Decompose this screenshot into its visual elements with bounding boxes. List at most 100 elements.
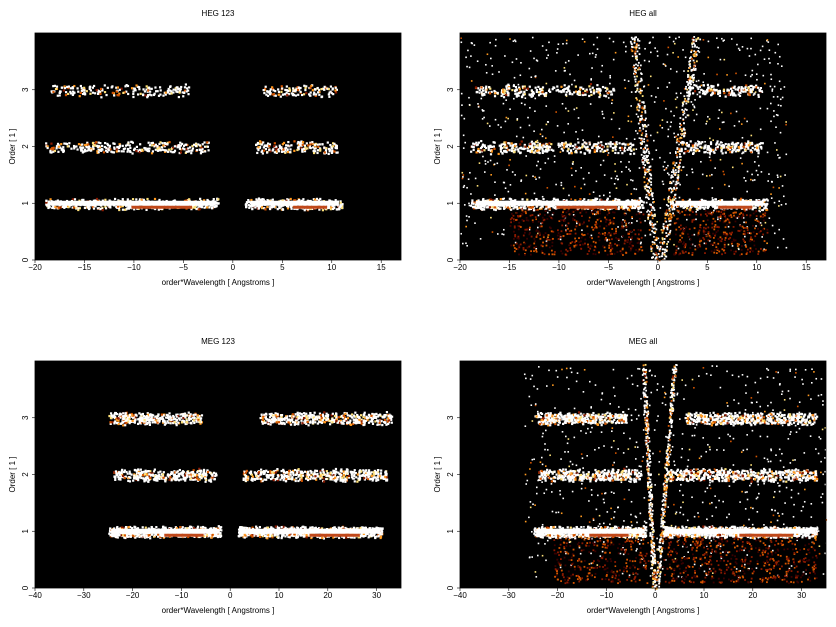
- heatmap-cell: [624, 87, 627, 90]
- heatmap-cell: [738, 94, 742, 97]
- heatmap-cell: [715, 142, 719, 145]
- heatmap-cell: [600, 144, 603, 147]
- heatmap-cell: [597, 212, 600, 215]
- heatmap-cell: [628, 168, 630, 171]
- heatmap-cell: [540, 87, 543, 91]
- heatmap-cell: [266, 199, 269, 202]
- heatmap-cell: [515, 88, 518, 91]
- heatmap-cell: [97, 148, 100, 151]
- heatmap-cell: [334, 86, 337, 89]
- heatmap-cell: [514, 89, 517, 92]
- heatmap-cell: [580, 187, 582, 190]
- heatmap-cell: [503, 205, 506, 208]
- heatmap-cell: [126, 150, 129, 153]
- heatmap-cell: [776, 174, 779, 177]
- heatmap-cell: [638, 217, 641, 220]
- heatmap-cell: [467, 49, 469, 52]
- heatmap-cell: [718, 226, 720, 229]
- heatmap-cell: [540, 225, 543, 228]
- heatmap-cell: [462, 186, 465, 189]
- heatmap-cell: [490, 173, 492, 176]
- heatmap-cell: [592, 43, 595, 46]
- heatmap-cell: [705, 175, 708, 177]
- heatmap-cell: [491, 231, 494, 233]
- heatmap-cell: [734, 239, 737, 242]
- heatmap-cell: [460, 114, 463, 117]
- heatmap-cell: [461, 242, 464, 245]
- heatmap-cell: [691, 146, 694, 149]
- heatmap-cell: [155, 144, 158, 148]
- heatmap-cell: [725, 219, 727, 222]
- heatmap-cell: [69, 92, 73, 95]
- heatmap-cell: [287, 92, 290, 96]
- heatmap-cell: [758, 142, 761, 146]
- heatmap-cell: [714, 220, 717, 223]
- heatmap-cell: [574, 185, 576, 188]
- heatmap-cell: [146, 90, 149, 93]
- heatmap-cell: [519, 206, 523, 209]
- heatmap-cell: [573, 244, 576, 247]
- heatmap-cell: [681, 142, 684, 145]
- heatmap-cell: [487, 145, 490, 148]
- heatmap-cell: [721, 253, 723, 256]
- heatmap-cell: [460, 37, 462, 39]
- heatmap-cell: [744, 241, 746, 244]
- heatmap-cell: [177, 95, 180, 99]
- heatmap-cell: [691, 220, 694, 223]
- heatmap-cell: [651, 243, 654, 246]
- heatmap-cell: [462, 176, 464, 178]
- heatmap-cell: [158, 142, 161, 146]
- heatmap-cell: [763, 207, 766, 210]
- heatmap-cell: [275, 151, 278, 154]
- heatmap-cell: [79, 148, 83, 151]
- heatmap-cell: [742, 145, 745, 148]
- heatmap-cell: [541, 205, 544, 208]
- heatmap-cell: [154, 148, 157, 151]
- heatmap-cell: [491, 199, 494, 202]
- heatmap-cell: [568, 194, 570, 197]
- heatmap-cell: [560, 85, 563, 88]
- heatmap-cell: [692, 109, 694, 111]
- heatmap-cell: [732, 86, 735, 89]
- heatmap-cell: [575, 107, 578, 109]
- heatmap-cell: [547, 157, 550, 160]
- heatmap-cell: [684, 108, 687, 111]
- heatmap-cell: [779, 156, 781, 159]
- heatmap-cell: [556, 125, 559, 127]
- heatmap-cell: [768, 173, 770, 175]
- heatmap-cell: [306, 147, 309, 150]
- heatmap-cell: [733, 125, 736, 127]
- heatmap-cell: [606, 148, 609, 151]
- heatmap-cell: [614, 243, 616, 245]
- heatmap-cell: [512, 207, 515, 210]
- heatmap-cell: [497, 152, 500, 156]
- heatmap-cell: [507, 83, 510, 86]
- heatmap-cell: [142, 198, 145, 201]
- heatmap-cell: [763, 240, 766, 242]
- heatmap-cell: [607, 209, 610, 212]
- heatmap-cell: [621, 143, 624, 146]
- heatmap-cell: [476, 143, 479, 146]
- heatmap-cell: [595, 221, 598, 223]
- heatmap-cell: [115, 205, 118, 209]
- heatmap-cell: [502, 142, 505, 146]
- heatmap-cell: [696, 144, 699, 147]
- heatmap-cell: [750, 178, 752, 181]
- heatmap-cell: [548, 239, 551, 241]
- heatmap-cell: [619, 206, 623, 210]
- heatmap-cell: [635, 249, 638, 251]
- heatmap-cell: [139, 92, 142, 95]
- heatmap-cell: [742, 214, 745, 217]
- heatmap-cell: [484, 160, 487, 162]
- heatmap-cell: [187, 93, 190, 96]
- heatmap-cell: [767, 180, 769, 182]
- heatmap-cell: [567, 222, 570, 225]
- heatmap-cell: [136, 93, 140, 96]
- heatmap-cell: [627, 208, 630, 211]
- heatmap-cell: [285, 91, 288, 94]
- heatmap-cell: [742, 217, 745, 219]
- heatmap-cell: [670, 204, 674, 208]
- heatmap-cell: [489, 144, 492, 147]
- heatmap-cell: [718, 94, 722, 97]
- heatmap-cell: [769, 62, 771, 64]
